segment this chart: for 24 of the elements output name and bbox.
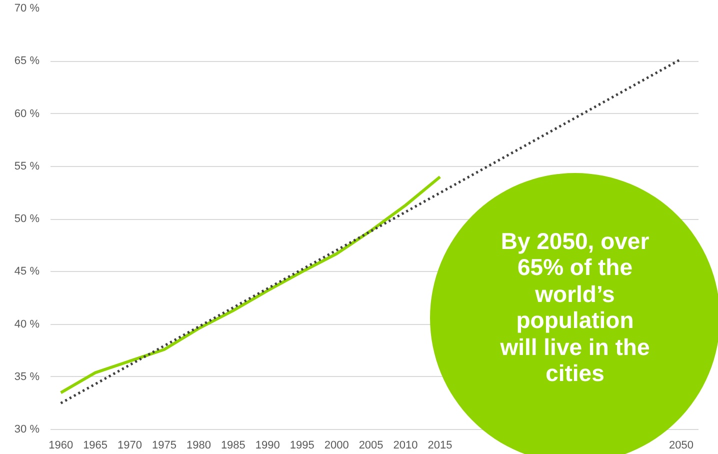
x-tick-label: 1970 xyxy=(118,440,142,452)
x-tick-label: 2010 xyxy=(393,440,418,452)
x-tick-label: 2015 xyxy=(428,440,452,452)
y-tick-label: 60 % xyxy=(14,108,40,120)
x-tick-label: 1990 xyxy=(255,440,280,452)
x-tick-label: 1960 xyxy=(48,440,74,452)
y-tick-label: 45 % xyxy=(14,266,40,278)
x-tick-label: 2050 xyxy=(669,440,694,452)
y-tick-label: 40 % xyxy=(14,318,40,330)
x-tick-label: 1980 xyxy=(186,440,211,452)
x-tick-label: 2005 xyxy=(358,440,384,452)
x-tick-label: 1965 xyxy=(83,440,108,452)
x-tick-label: 1975 xyxy=(152,440,176,452)
x-tick-label: 2000 xyxy=(324,440,349,452)
y-tick-label: 30 % xyxy=(14,424,40,436)
y-tick-label: 70 % xyxy=(14,2,40,14)
line-series xyxy=(59,175,442,394)
y-tick-label: 50 % xyxy=(14,213,40,225)
annotation: By 2050, over 65% of the world’s population will live in the cities xyxy=(499,228,651,387)
x-tick-label: 1985 xyxy=(220,440,246,452)
y-tick-label: 35 % xyxy=(14,370,40,383)
y-tick-label: 65 % xyxy=(14,55,40,68)
y-tick-label: 55 % xyxy=(14,160,40,172)
x-tick-label: 1995 xyxy=(290,440,314,452)
